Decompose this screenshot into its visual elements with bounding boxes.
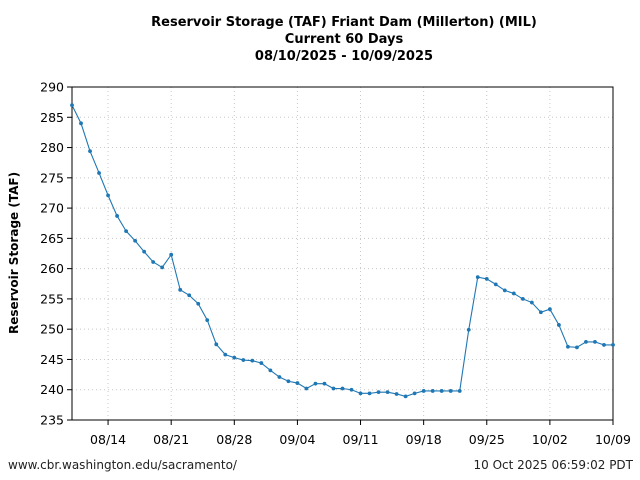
data-point xyxy=(394,392,399,396)
y-tick-label: 275 xyxy=(40,170,64,185)
y-tick-label: 280 xyxy=(40,140,64,155)
data-point xyxy=(178,287,183,292)
data-point xyxy=(403,394,408,399)
data-point xyxy=(277,375,282,379)
data-point xyxy=(313,381,318,386)
data-point xyxy=(529,300,534,305)
data-point xyxy=(520,297,525,301)
data-point xyxy=(358,391,363,396)
x-tick-label: 09/25 xyxy=(469,432,505,447)
data-point xyxy=(502,288,507,293)
x-tick-label: 08/14 xyxy=(90,432,126,447)
data-point xyxy=(124,229,128,233)
y-tick-label: 255 xyxy=(40,291,64,306)
y-tick-label: 260 xyxy=(40,261,64,276)
x-tick-label: 08/28 xyxy=(216,432,252,447)
x-tick-label: 09/04 xyxy=(279,432,315,447)
source-url: www.cbr.washington.edu/sacramento/ xyxy=(8,458,237,472)
data-point xyxy=(169,252,174,257)
data-point xyxy=(106,193,110,198)
data-point xyxy=(566,344,570,349)
data-point xyxy=(421,389,426,393)
y-axis: 235 240 245 250 255 260 265 270 275 280 285 290 xyxy=(40,80,72,428)
chart-subtitle: Current 60 Days xyxy=(284,32,404,47)
data-point xyxy=(259,361,264,365)
data-point xyxy=(466,327,471,332)
data-point xyxy=(304,386,309,391)
data-point xyxy=(475,275,480,280)
data-point xyxy=(602,343,606,347)
y-tick-label: 250 xyxy=(40,322,64,337)
y-tick-label: 265 xyxy=(40,231,64,246)
data-point xyxy=(376,390,381,395)
data-point xyxy=(232,355,237,360)
series-group xyxy=(70,103,615,399)
data-point xyxy=(430,389,435,393)
y-axis-title: Reservoir Storage (TAF) xyxy=(7,172,21,334)
grid-lines xyxy=(72,86,614,421)
data-point xyxy=(115,214,119,218)
chart-date-range: 08/10/2025 - 10/09/2025 xyxy=(254,49,434,64)
data-point xyxy=(457,389,462,393)
data-point xyxy=(187,293,192,298)
y-tick-label: 285 xyxy=(40,110,64,125)
data-point xyxy=(484,277,489,281)
data-point xyxy=(241,358,246,362)
data-point xyxy=(557,323,561,327)
data-point xyxy=(79,121,83,126)
data-point xyxy=(575,345,579,350)
generated-timestamp: 10 Oct 2025 06:59:02 PDT xyxy=(473,458,633,472)
data-point xyxy=(133,238,138,243)
data-point xyxy=(250,358,255,363)
data-point xyxy=(331,386,336,391)
plot-frame xyxy=(71,86,614,421)
data-point xyxy=(142,249,147,254)
data-point xyxy=(205,318,210,322)
data-point xyxy=(593,339,597,344)
data-point xyxy=(196,301,201,306)
data-point xyxy=(160,265,165,270)
data-point xyxy=(511,291,516,296)
x-tick-label: 10/02 xyxy=(532,432,568,447)
y-tick-label: 290 xyxy=(40,80,64,95)
data-point xyxy=(493,282,498,287)
y-tick-label: 270 xyxy=(40,201,64,216)
data-point xyxy=(70,103,74,108)
data-point xyxy=(340,386,345,391)
series-line xyxy=(71,104,613,397)
data-point xyxy=(385,390,390,395)
data-point xyxy=(223,352,228,357)
chart-title-block: Reservoir Storage (TAF) Friant Dam (Mill… xyxy=(0,14,640,65)
x-tick-label: 09/11 xyxy=(343,432,379,447)
data-point xyxy=(97,171,101,175)
data-point xyxy=(448,389,453,393)
chart-title: Reservoir Storage (TAF) Friant Dam (Mill… xyxy=(151,15,537,30)
data-point xyxy=(88,149,92,154)
y-tick-label: 235 xyxy=(40,413,64,428)
data-point xyxy=(214,342,219,347)
data-point xyxy=(584,339,588,344)
data-point xyxy=(367,391,372,396)
data-point xyxy=(349,387,354,392)
x-tick-label: 08/21 xyxy=(153,432,189,447)
data-point xyxy=(295,381,300,385)
x-tick-label: 09/18 xyxy=(406,432,442,447)
data-point xyxy=(412,391,417,396)
data-point xyxy=(547,307,552,312)
data-point xyxy=(611,343,615,347)
y-tick-label: 240 xyxy=(40,382,64,397)
data-point xyxy=(439,389,444,393)
data-point xyxy=(151,260,156,264)
x-axis: 08/14 08/21 08/28 09/04 09/11 09/18 09/25 10/02… xyxy=(90,420,631,447)
y-tick-label: 245 xyxy=(40,352,64,367)
x-tick-label: 10/09 xyxy=(595,432,631,447)
data-point xyxy=(268,368,273,373)
data-point xyxy=(538,310,543,315)
data-point xyxy=(286,379,291,384)
data-point xyxy=(322,381,327,386)
